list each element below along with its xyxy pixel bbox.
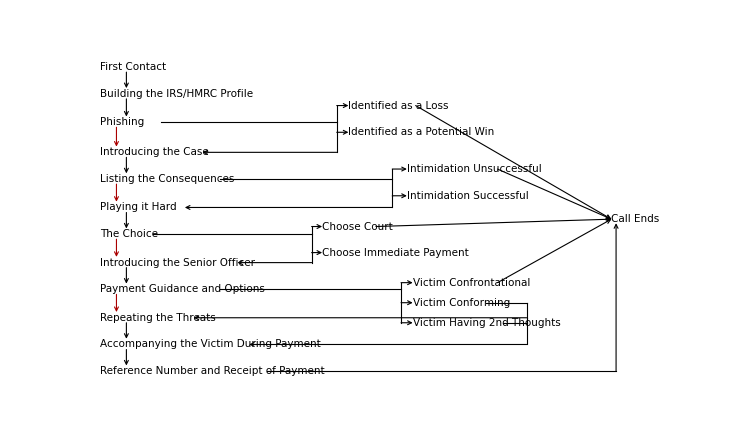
Text: Payment Guidance and Options: Payment Guidance and Options: [100, 284, 265, 294]
Text: The Choice: The Choice: [100, 229, 158, 239]
Text: Identified as a Potential Win: Identified as a Potential Win: [348, 127, 495, 137]
Text: Victim Conforming: Victim Conforming: [412, 298, 510, 308]
Text: Introducing the Case: Introducing the Case: [100, 147, 209, 158]
Text: Identified as a Loss: Identified as a Loss: [348, 101, 449, 111]
Text: Call Ends: Call Ends: [611, 214, 660, 224]
Text: Building the IRS/HMRC Profile: Building the IRS/HMRC Profile: [100, 89, 253, 99]
Text: Choose Court: Choose Court: [322, 221, 393, 231]
Text: Introducing the Senior Officer: Introducing the Senior Officer: [100, 258, 255, 268]
Text: Choose Immediate Payment: Choose Immediate Payment: [322, 247, 469, 258]
Text: Listing the Consequences: Listing the Consequences: [100, 174, 234, 184]
Text: Phishing: Phishing: [100, 117, 144, 127]
Text: Victim Having 2nd Thoughts: Victim Having 2nd Thoughts: [412, 318, 560, 328]
Text: Intimidation Successful: Intimidation Successful: [407, 191, 529, 201]
Text: First Contact: First Contact: [100, 62, 166, 72]
Text: Reference Number and Receipt of Payment: Reference Number and Receipt of Payment: [100, 366, 325, 376]
Text: Victim Confrontational: Victim Confrontational: [412, 278, 530, 288]
Text: Intimidation Unsuccessful: Intimidation Unsuccessful: [407, 164, 541, 174]
Text: Playing it Hard: Playing it Hard: [100, 203, 176, 213]
Text: Repeating the Threats: Repeating the Threats: [100, 313, 216, 323]
Text: Accompanying the Victim During Payment: Accompanying the Victim During Payment: [100, 339, 321, 349]
